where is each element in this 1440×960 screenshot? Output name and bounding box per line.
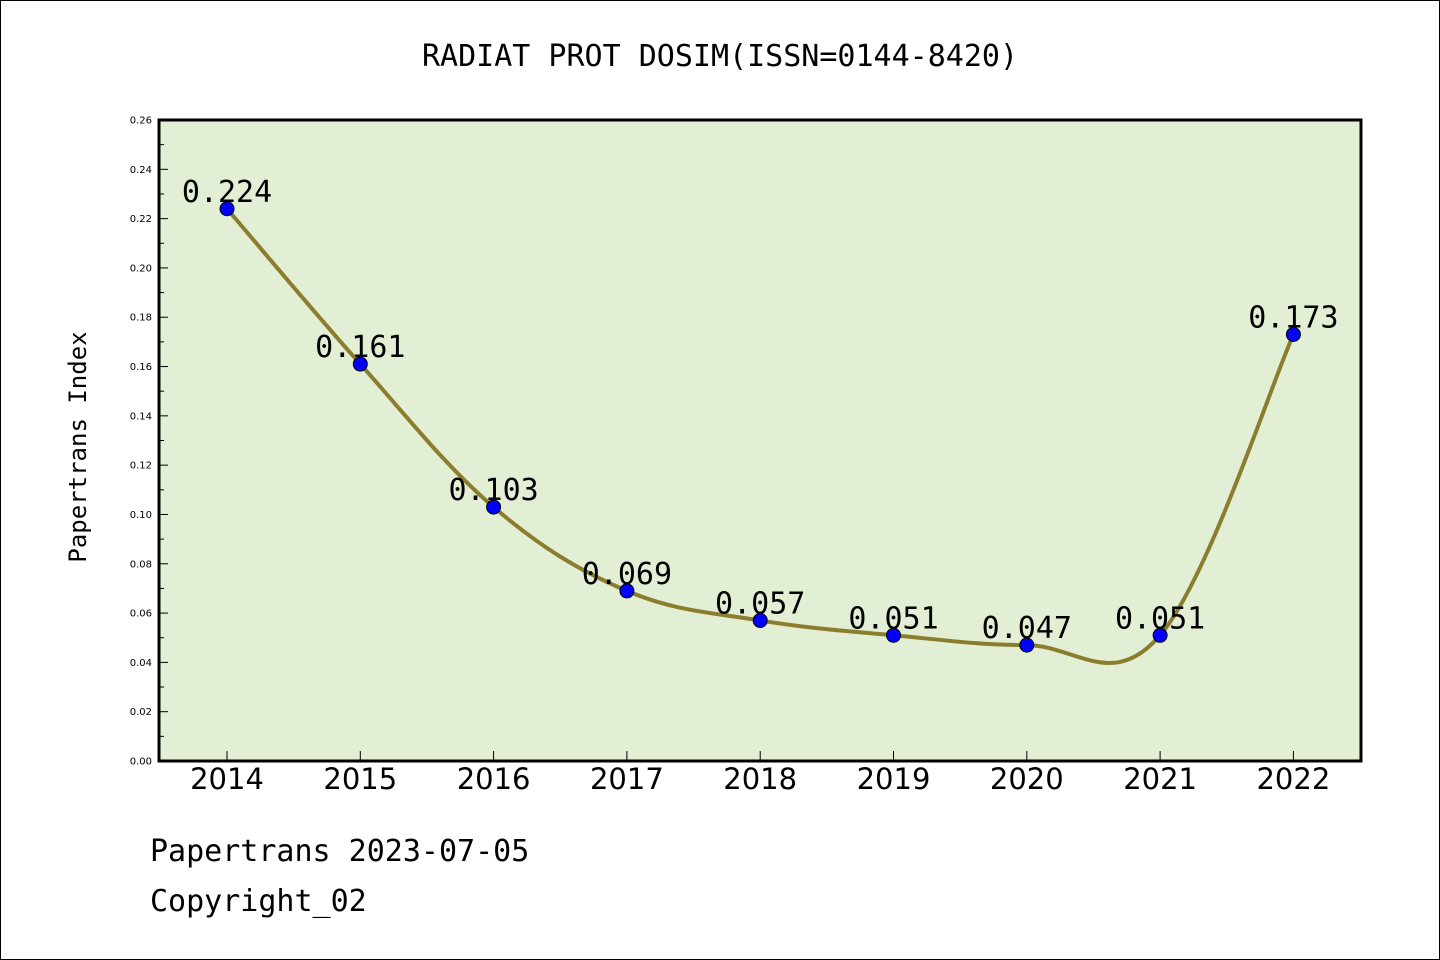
data-label: 0.069: [582, 557, 672, 592]
data-point: [619, 583, 635, 599]
chart-title: RADIAT PROT DOSIM(ISSN=0144-8420): [422, 39, 1018, 74]
data-point: [352, 356, 368, 372]
data-label: 0.224: [182, 175, 272, 210]
y-tick-label: 0.16: [130, 362, 152, 373]
data-point: [886, 627, 901, 643]
footer-date: Papertrans 2023-07-05: [150, 834, 530, 869]
y-tick-label: 0.00: [130, 757, 152, 768]
data-labels: 0.224 0.161 0.103 0.069 0.057 0.051 0.047 0.051…: [182, 175, 1339, 646]
data-label: 0.173: [1248, 300, 1338, 335]
x-tick-label: 2014: [190, 762, 264, 796]
x-tick-label: 2015: [323, 762, 397, 796]
data-point: [1019, 637, 1035, 653]
y-tick-label: 0.04: [130, 658, 152, 669]
plot-area: [157, 118, 1363, 763]
y-tick-label: 0.12: [130, 461, 152, 472]
y-tick-label: 0.14: [130, 411, 152, 422]
y-tick-label: 0.08: [130, 559, 152, 570]
x-tick-label: 2018: [723, 762, 797, 796]
series-markers: [219, 201, 1301, 653]
data-point: [486, 499, 502, 515]
y-tick-label: 0.20: [130, 263, 152, 274]
y-tick-label: 0.18: [130, 313, 152, 324]
y-tick-label: 0.24: [130, 165, 152, 176]
y-tick-label: 0.02: [130, 707, 152, 718]
x-tick-label: 2019: [857, 762, 931, 796]
y-tick-label: 0.06: [130, 609, 152, 620]
data-label: 0.051: [1115, 601, 1205, 636]
x-tick-label: 2017: [590, 762, 664, 796]
data-point: [219, 201, 235, 217]
y-axis-label: Papertrans Index: [64, 331, 92, 562]
x-tick-label: 2016: [457, 762, 531, 796]
y-tick-label: 0.22: [130, 214, 152, 225]
x-tick-label: 2020: [990, 762, 1064, 796]
data-label: 0.161: [315, 330, 405, 365]
data-point: [1285, 326, 1301, 342]
data-point: [752, 612, 768, 628]
x-axis: 2014 2015 2016 2017 2018 2019 2020 2021 2022: [190, 751, 1330, 796]
x-tick-label: 2021: [1123, 762, 1197, 796]
x-tick-label: 2022: [1256, 762, 1330, 796]
y-tick-label: 0.26: [130, 116, 152, 127]
data-label: 0.057: [715, 586, 805, 621]
y-tick-label: 0.10: [130, 510, 152, 521]
data-label: 0.051: [848, 601, 938, 636]
data-label: 0.047: [982, 611, 1072, 646]
data-label: 0.103: [448, 473, 538, 508]
data-point: [1152, 627, 1168, 643]
y-axis: 0.00 0.02 0.04 0.06 0.08 0.10 0.12 0.14 0.16 0.18…: [130, 116, 168, 768]
footer-copyright: Copyright_02: [150, 884, 367, 919]
